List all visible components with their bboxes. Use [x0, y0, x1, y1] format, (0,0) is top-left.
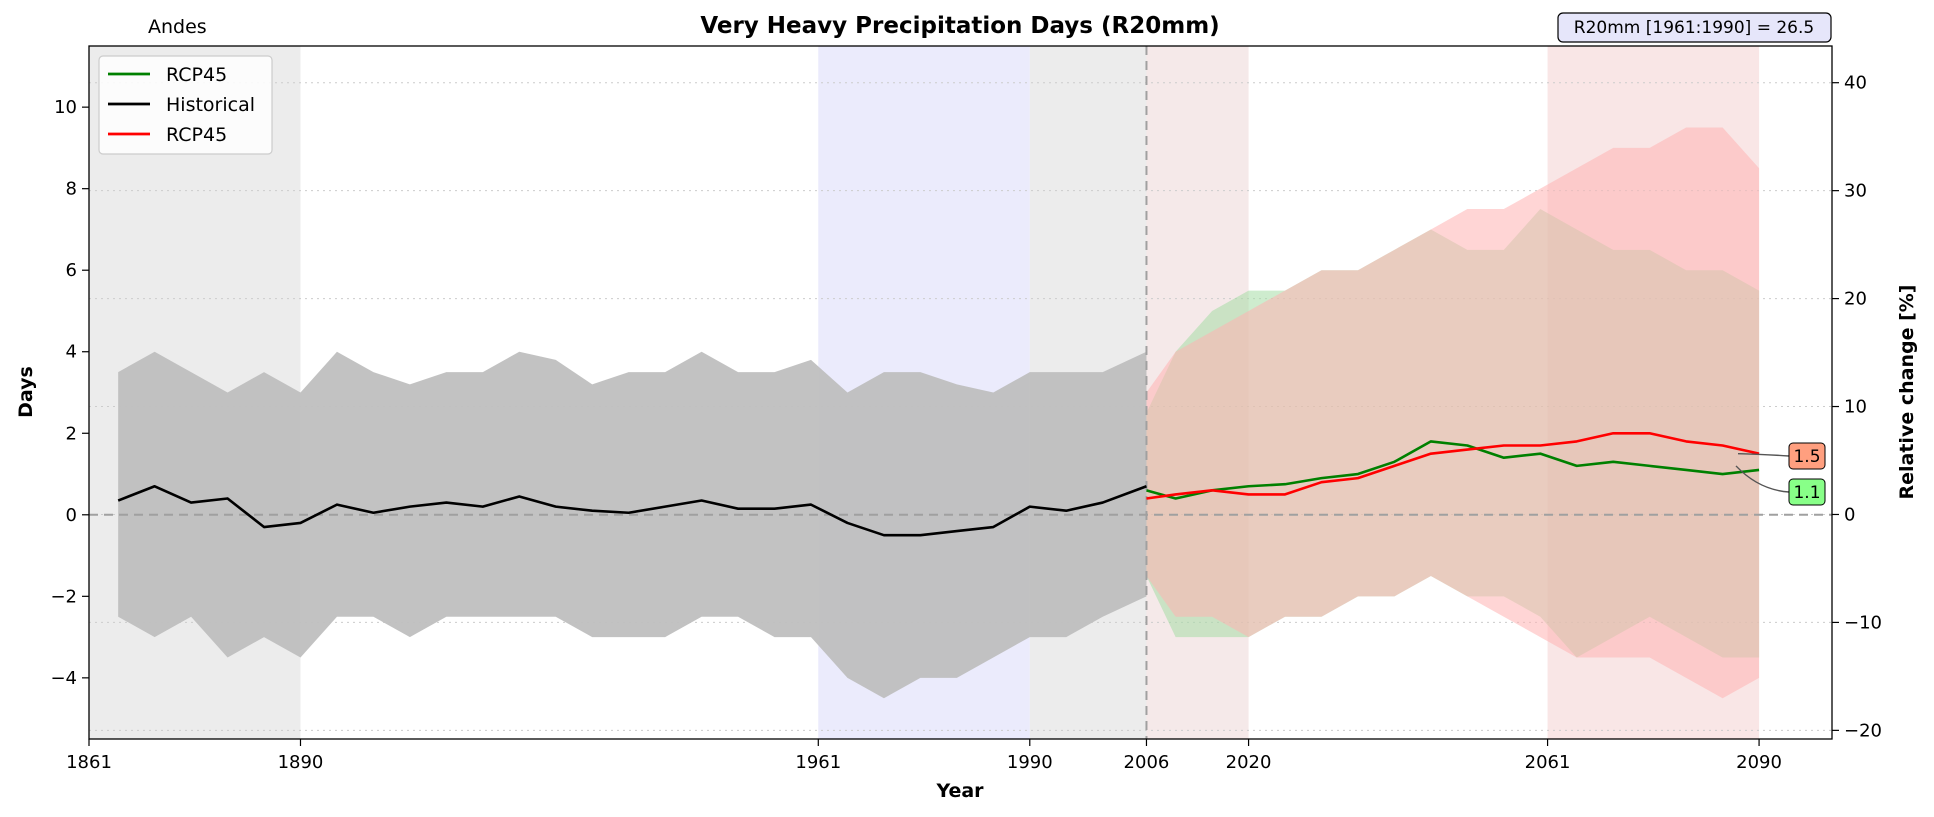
legend: RCP45 Historical RCP45 [98, 55, 273, 155]
x-tick-label-7: 2090 [1736, 752, 1782, 773]
plot-frame [88, 45, 1833, 740]
y-tick-label-0: −4 [50, 668, 77, 689]
y-tick-label-3: 2 [66, 423, 77, 444]
end-label-text-1: 1.1 [1793, 483, 1820, 503]
x-tick-label-5: 2020 [1226, 752, 1272, 773]
x-tick-label-3: 1990 [1007, 752, 1053, 773]
legend-box [98, 55, 273, 155]
reference-note: R20mm [1961:1990] = 26.5 [1557, 12, 1832, 43]
y2-tick-label-2: 0 [1844, 504, 1855, 525]
legend-label-0: RCP45 [166, 64, 227, 86]
y2-axis-title: Relative change [%] [1896, 285, 1918, 500]
x-tick-label-0: 1861 [66, 752, 112, 773]
end-label-box-0 [1788, 442, 1826, 470]
y-tick-label-6: 8 [66, 179, 77, 200]
end-label-box-1 [1788, 478, 1826, 506]
y2-axis-ticks: −20 −10 0 10 20 30 40 [1832, 73, 1882, 741]
band-2 [1146, 127, 1760, 699]
y-tick-label-1: −2 [50, 586, 77, 607]
y-tick-label-5: 6 [66, 260, 77, 281]
band-1 [118, 351, 1147, 699]
chart-title: Very Heavy Precipitation Days (R20mm) [700, 13, 1219, 39]
reference-lines [89, 46, 1832, 739]
series-line-2 [1146, 431, 1760, 500]
end-label-text-0: 1.5 [1793, 447, 1820, 467]
series-lines [117, 431, 1760, 537]
y2-tick-label-3: 10 [1844, 397, 1867, 418]
x-tick-label-1: 1890 [278, 752, 324, 773]
uncertainty-bands [118, 127, 1760, 699]
y-tick-label-4: 4 [66, 342, 77, 363]
y-tick-label-2: 0 [66, 505, 77, 526]
y-tick-label-7: 10 [54, 97, 77, 118]
series-line-1 [117, 484, 1147, 537]
x-axis-ticks: 1861 1890 1961 1990 2006 2020 2061 2090 [66, 739, 1782, 773]
x-axis-title: Year [935, 780, 984, 802]
y-axis-title: Days [15, 366, 37, 418]
end-label-arrow-0 [1737, 452, 1790, 457]
y2-tick-label-0: −20 [1844, 720, 1882, 741]
end-label-arrow-1 [1735, 465, 1790, 493]
series-line-0 [1146, 440, 1760, 500]
legend-label-2: RCP45 [166, 124, 227, 146]
y-axis-ticks: −4 −2 0 2 4 6 8 10 [50, 97, 89, 689]
end-labels: 1.5 1.1 [1735, 442, 1826, 506]
y2-tick-label-6: 40 [1844, 73, 1867, 94]
x-tick-label-2: 1961 [795, 752, 841, 773]
reference-note-text: R20mm [1961:1990] = 26.5 [1574, 18, 1814, 38]
y2-tick-label-4: 20 [1844, 289, 1867, 310]
region-label: Andes [148, 16, 207, 38]
x-tick-label-4: 2006 [1124, 752, 1170, 773]
legend-label-1: Historical [166, 94, 255, 116]
y2-tick-label-1: −10 [1844, 612, 1882, 633]
x-tick-label-6: 2061 [1525, 752, 1571, 773]
y2-tick-label-5: 30 [1844, 181, 1867, 202]
